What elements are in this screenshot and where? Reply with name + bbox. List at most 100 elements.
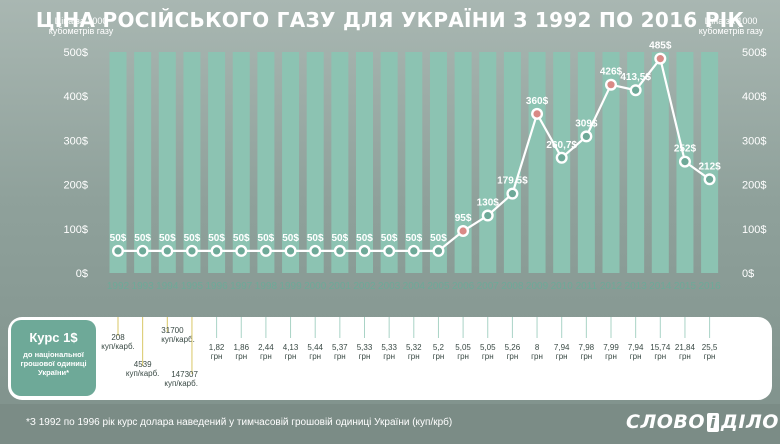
data-point [632, 86, 640, 94]
data-label: 485$ [649, 41, 672, 52]
data-label: 50$ [430, 233, 447, 244]
background-bar [454, 52, 472, 273]
exchange-rate-unit: грн [433, 352, 445, 361]
y-tick-label-right: 400$ [742, 91, 766, 103]
background-bar [405, 52, 423, 273]
exchange-rate-value: 2,44 [258, 343, 274, 352]
exchange-rate-value: 5,33 [381, 343, 397, 352]
exchange-rate-value: 5,37 [332, 343, 348, 352]
background-bar [232, 52, 250, 273]
data-point [213, 247, 221, 255]
data-point [706, 175, 714, 183]
data-point [434, 247, 443, 255]
data-point [508, 190, 516, 198]
exchange-rate-value: 208 [111, 333, 125, 342]
exchange-rate-unit: грн [408, 352, 420, 361]
background-bar [503, 52, 521, 273]
background-bar [701, 52, 719, 273]
exchange-rate-unit: грн [457, 352, 469, 361]
footer-bar [0, 404, 780, 444]
exchange-rate-unit: грн [334, 352, 346, 361]
exchange-rate-value: 5,05 [455, 343, 471, 352]
exchange-rate-unit: грн [556, 352, 568, 361]
exchange-rate-value: 147307 [171, 370, 198, 379]
background-bar [109, 52, 127, 273]
data-point [163, 247, 171, 255]
data-point [139, 247, 147, 255]
data-point [656, 55, 664, 63]
exchange-rate-unit: грн [679, 352, 691, 361]
data-point [336, 247, 344, 255]
background-bar [183, 52, 201, 273]
x-tick-label: 1993 [132, 281, 155, 292]
exchange-rate-unit: грн [260, 352, 272, 361]
background-bar [651, 52, 669, 273]
y-tick-label-right: 200$ [742, 180, 766, 192]
data-label: 50$ [110, 233, 127, 244]
data-point [533, 110, 541, 118]
data-label: 179,5$ [497, 176, 528, 187]
background-bar [306, 52, 324, 273]
exchange-rate-value: 7,99 [603, 343, 619, 352]
data-point [237, 247, 245, 255]
exchange-rate-unit: грн [285, 352, 297, 361]
exchange-rate-value: 15,74 [650, 343, 671, 352]
background-bar [282, 52, 300, 273]
data-point [410, 247, 418, 255]
x-tick-label: 2009 [526, 281, 549, 292]
data-point [681, 158, 689, 166]
x-tick-label: 2012 [600, 281, 623, 292]
data-label: 50$ [381, 233, 398, 244]
y-tick-label-right: 500$ [742, 47, 766, 59]
y-tick-label-left: 0$ [76, 268, 88, 280]
data-label: 50$ [405, 233, 422, 244]
x-tick-label: 2016 [698, 281, 721, 292]
exchange-rate-title: Курс 1$ [29, 330, 78, 345]
y-tick-label-left: 400$ [64, 91, 88, 103]
exchange-rate-value: 4539 [134, 360, 152, 369]
data-label: 360$ [526, 96, 549, 107]
data-point [188, 247, 196, 255]
data-label: 50$ [258, 233, 275, 244]
exchange-rate-unit: грн [211, 352, 223, 361]
background-bar [158, 52, 176, 273]
data-label: 130$ [477, 198, 500, 209]
x-tick-label: 1995 [181, 281, 204, 292]
data-label: 252$ [674, 144, 697, 155]
data-label: 95$ [455, 213, 472, 224]
exchange-rate-unit: грн [383, 352, 395, 361]
exchange-rate-subtitle: до національної грошової одиниці України… [20, 350, 87, 377]
data-point [558, 154, 566, 162]
background-bar [627, 52, 645, 273]
background-bar [577, 52, 595, 273]
x-tick-label: 2008 [501, 281, 524, 292]
data-label: 50$ [282, 233, 299, 244]
exchange-rate-unit: куп/карб. [101, 342, 135, 351]
exchange-rate-unit: грн [531, 352, 543, 361]
data-point [311, 247, 319, 255]
background-bar [429, 52, 447, 273]
exchange-rate-value: 5,05 [480, 343, 496, 352]
exchange-rate-label-box [11, 320, 96, 396]
exchange-rate-unit: куп/карб. [164, 379, 198, 388]
exchange-rate-unit: куп/карб. [126, 369, 160, 378]
exchange-rate-value: 1,82 [209, 343, 225, 352]
exchange-rate-value: 7,94 [554, 343, 570, 352]
exchange-rate-value: 5,33 [357, 343, 373, 352]
exchange-rate-value: 5,2 [433, 343, 445, 352]
exchange-rate-value: 1,86 [233, 343, 249, 352]
exchange-rate-value: 21,84 [675, 343, 696, 352]
data-point [286, 247, 295, 255]
x-tick-label: 1996 [205, 281, 228, 292]
y-tick-label-right: 300$ [742, 135, 766, 147]
x-tick-label: 2007 [477, 281, 500, 292]
exchange-rate-unit: грн [654, 352, 666, 361]
exchange-rate-unit: грн [235, 352, 247, 361]
exchange-rate-unit: грн [605, 352, 617, 361]
data-label: 260,7$ [546, 140, 577, 151]
exchange-rate-value: 5,32 [406, 343, 422, 352]
background-bar [208, 52, 226, 273]
exchange-rate-value: 25,5 [702, 343, 718, 352]
y-tick-label-left: 300$ [64, 135, 88, 147]
data-point [582, 132, 590, 141]
